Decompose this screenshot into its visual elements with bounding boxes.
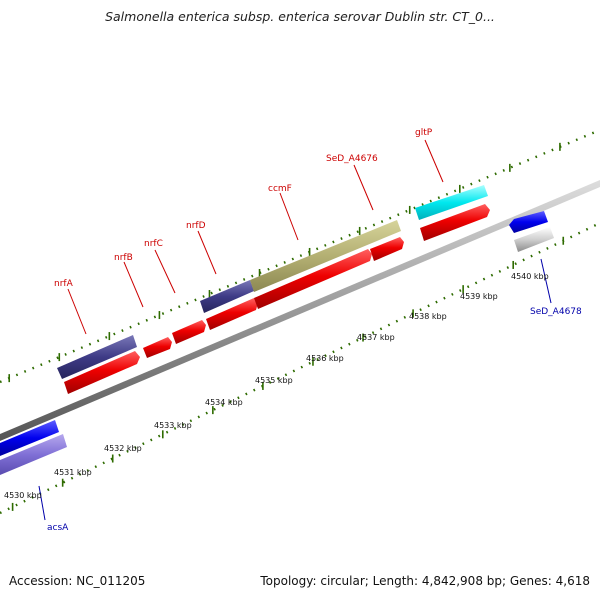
gene-nrfD-cds[interactable]: [200, 280, 258, 330]
tick-label: 4533 kbp: [154, 421, 192, 430]
tick-label: 4540 kbp: [511, 272, 549, 281]
dotted-track-lower: [0, 221, 600, 515]
gene-nrfC-cds[interactable]: [172, 320, 206, 344]
gene-label-nrfA[interactable]: nrfA: [54, 279, 74, 289]
gene-nrfA-cds[interactable]: [57, 335, 140, 394]
gene-label-nrfB[interactable]: nrfB: [114, 253, 133, 263]
gene-label-nrfC[interactable]: nrfC: [144, 239, 163, 249]
tick-label: 4530 kbp: [4, 491, 42, 500]
map-title: Salmonella enterica subsp. enterica sero…: [105, 9, 495, 24]
label-leader-lines: [38, 139, 552, 521]
gene-acsA-cds[interactable]: [0, 420, 67, 475]
tick-label: 4539 kbp: [460, 292, 498, 301]
genome-backbone: [0, 180, 600, 441]
gene-labels: nrfA nrfB nrfC nrfD ccmF SeD_A4676 gltP …: [47, 128, 582, 533]
gene-SeD_A4676-cds[interactable]: [370, 237, 404, 261]
tick-label: 4536 kbp: [306, 354, 344, 363]
tick-label: 4535 kbp: [255, 376, 293, 385]
gene-nrfB-cds[interactable]: [143, 337, 172, 358]
tick-label: 4532 kbp: [104, 444, 142, 453]
genome-summary-text: Topology: circular; Length: 4,842,908 bp…: [260, 574, 590, 588]
tick-label: 4538 kbp: [409, 312, 447, 321]
gene-label-gltP[interactable]: gltP: [415, 128, 433, 138]
gene-gltP-cds[interactable]: [415, 185, 490, 241]
gene-label-nrfD[interactable]: nrfD: [186, 221, 206, 231]
accession-text: Accession: NC_011205: [9, 574, 146, 588]
tick-label: 4531 kbp: [54, 468, 92, 477]
gene-label-acsA[interactable]: acsA: [47, 523, 69, 533]
tick-label: 4534 kbp: [205, 398, 243, 407]
gene-label-SeD_A4676[interactable]: SeD_A4676: [326, 154, 378, 164]
gene-reverse-blue-cds[interactable]: [509, 211, 548, 233]
gene-SeD_A4678-cds[interactable]: [514, 227, 554, 252]
tick-label: 4537 kbp: [357, 333, 395, 342]
gene-label-SeD_A4678[interactable]: SeD_A4678: [530, 307, 582, 317]
major-ticks: [8, 142, 565, 511]
gene-ccmF-cds[interactable]: [250, 220, 401, 309]
tick-labels: 4530 kbp 4531 kbp 4532 kbp 4533 kbp 4534…: [4, 272, 549, 500]
gene-label-ccmF[interactable]: ccmF: [268, 184, 292, 194]
